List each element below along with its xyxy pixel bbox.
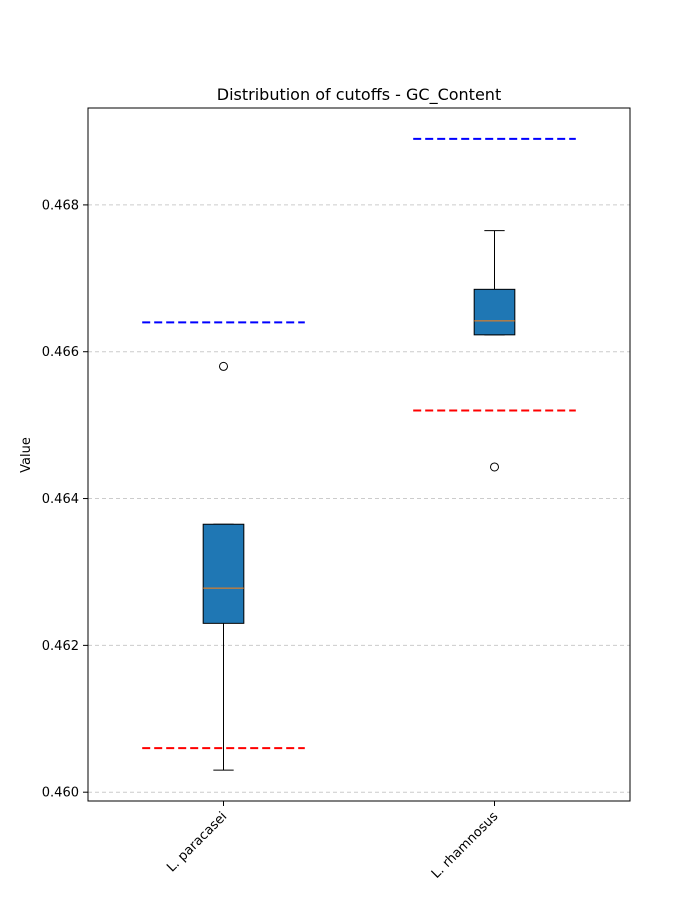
reference-lines [142, 137, 576, 750]
y-tick-label: 0.468 [42, 198, 79, 213]
x-tick-label: L. paracasei [164, 809, 230, 875]
x-tick-label: L. rhamnosus [429, 809, 502, 882]
box-iqr [473, 288, 516, 336]
boxes [202, 230, 516, 771]
y-axis-ticks: 0.460 0.462 0.464 0.466 0.468 [42, 198, 88, 801]
box-group [202, 361, 245, 771]
box-group [473, 230, 516, 472]
y-tick-label: 0.462 [42, 639, 79, 654]
plot-frame [87, 107, 631, 802]
y-tick-label: 0.464 [42, 492, 79, 507]
box-iqr [202, 523, 245, 624]
y-tick-label: 0.460 [42, 786, 79, 801]
y-tick-label: 0.466 [42, 345, 79, 360]
x-axis-ticks: L. paracasei L. rhamnosus [164, 801, 501, 882]
outlier-point [490, 462, 499, 472]
grid-lines [88, 204, 630, 793]
y-axis-label: Value [19, 437, 34, 473]
outlier-point [219, 361, 228, 371]
chart-title: Distribution of cutoffs - GC_Content [217, 85, 501, 105]
